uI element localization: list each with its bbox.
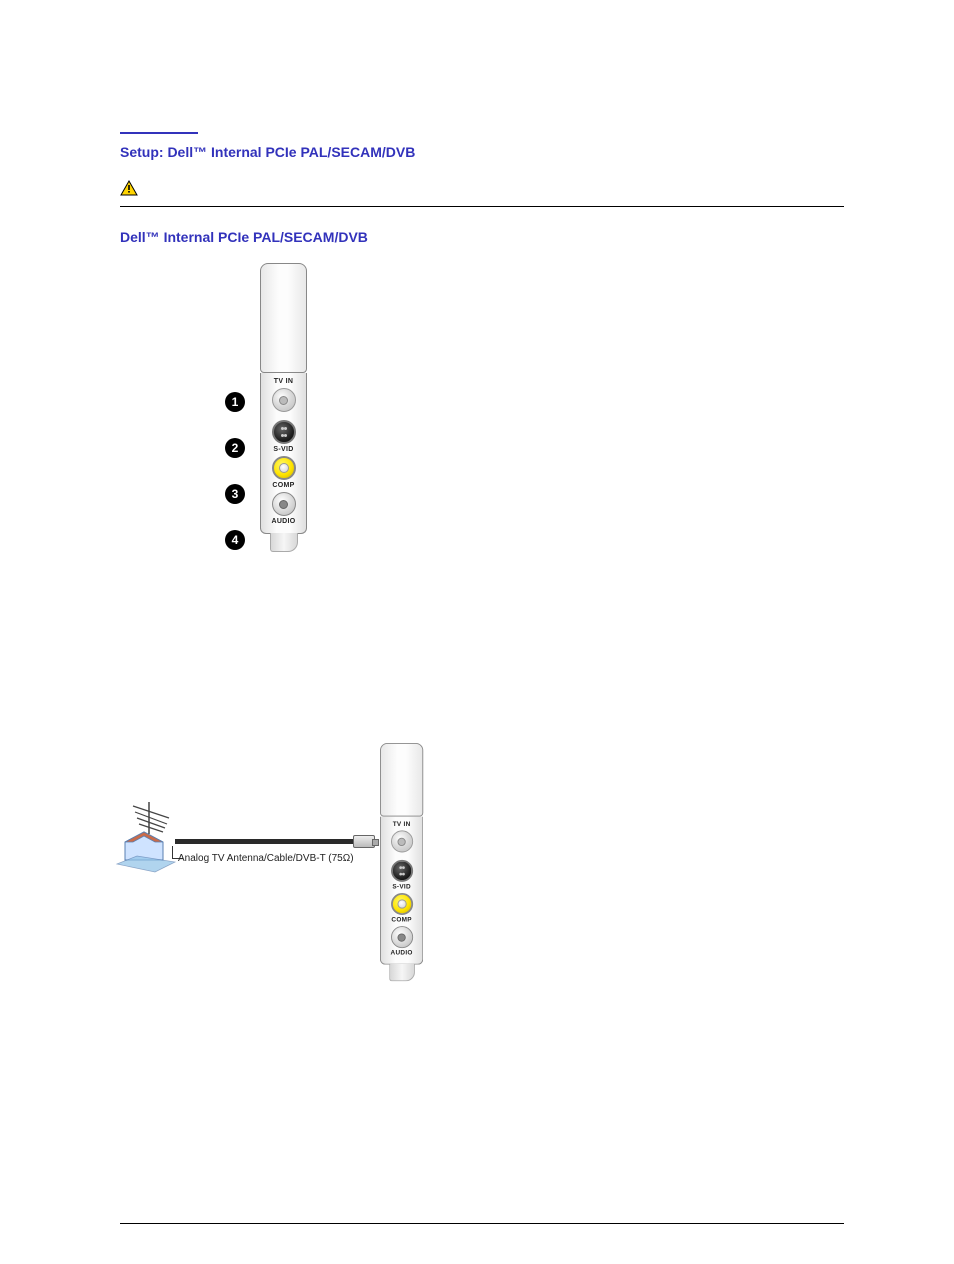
port-label-comp: COMP — [272, 482, 294, 489]
port-number-callouts: 1 2 3 4 — [225, 263, 245, 550]
port-label-svid: S-VID — [273, 446, 293, 453]
page-title: Setup: Dell™ Internal PCIe PAL/SECAM/DVB — [120, 144, 844, 160]
diagram-antenna-connection: Analog TV Antenna/Cable/DVB-T (75Ω) TV I… — [120, 743, 844, 1083]
port2-composite — [391, 893, 413, 915]
divider-top — [120, 206, 844, 207]
diagram-card-bracket: 1 2 3 4 TV IN S-VID — [120, 263, 844, 603]
port2-label-tvin: TV IN — [393, 821, 411, 827]
coax-plug-icon — [353, 835, 375, 848]
callout-4: 4 — [225, 530, 245, 550]
port-audio — [272, 492, 296, 516]
pci-bracket: TV IN S-VID COMP AUDIO — [260, 263, 307, 603]
port-tvin — [272, 388, 296, 412]
port-label-audio: AUDIO — [271, 518, 295, 525]
port-label-tvin: TV IN — [274, 378, 293, 385]
port2-label-comp: COMP — [391, 917, 411, 923]
pci-bracket-2: TV IN S-VID COMP AUDIO — [380, 743, 423, 1056]
cable-label: Analog TV Antenna/Cable/DVB-T (75Ω) — [178, 853, 354, 864]
port-composite — [272, 456, 296, 480]
top-link-underline — [120, 120, 198, 134]
callout-3: 3 — [225, 484, 245, 504]
coax-cable — [175, 835, 375, 848]
warning-icon — [120, 180, 138, 196]
port-svideo — [272, 420, 296, 444]
section-subtitle: Dell™ Internal PCIe PAL/SECAM/DVB — [120, 229, 844, 245]
port2-label-svid: S-VID — [392, 884, 411, 890]
divider-bottom — [120, 1223, 844, 1224]
port2-tvin — [391, 830, 413, 852]
port2-label-audio: AUDIO — [391, 950, 413, 956]
port2-audio — [391, 926, 413, 948]
callout-2: 2 — [225, 438, 245, 458]
callout-1: 1 — [225, 392, 245, 412]
port2-svideo — [391, 860, 413, 882]
